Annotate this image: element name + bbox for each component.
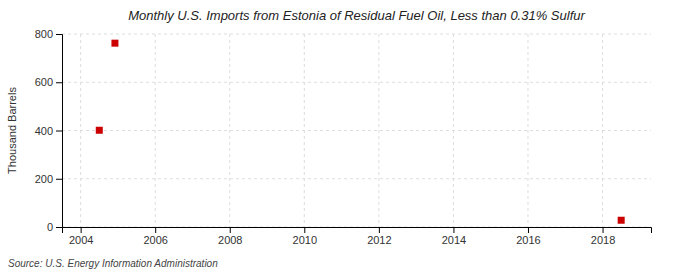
x-tick-mark (453, 227, 454, 233)
y-tick-label: 600 (35, 76, 53, 88)
x-tick: 2012 (367, 227, 391, 246)
x-tick: 2016 (516, 227, 540, 246)
x-tick-label: 2006 (143, 234, 167, 246)
x-tick-mark (528, 227, 529, 233)
x-tick: 2004 (69, 227, 93, 246)
grid-line (62, 130, 651, 131)
x-tick-label: 2014 (442, 234, 466, 246)
points (96, 40, 625, 224)
y-tick-mark (56, 179, 62, 180)
x-tick: 2008 (218, 227, 242, 246)
x-tick: 2006 (143, 227, 167, 246)
point (618, 217, 625, 224)
grid (62, 34, 651, 227)
grid-line (62, 34, 651, 35)
grid-line (62, 82, 651, 83)
x-tick-label: 2018 (591, 234, 615, 246)
title: Monthly U.S. Imports from Estonia of Res… (128, 8, 585, 23)
y-tick-mark (56, 34, 62, 35)
x-axis: 2004 2006 2008 2010 2012 2014 2016 2018 (63, 227, 652, 246)
x-tick-mark (603, 227, 604, 233)
y-tick-label: 800 (35, 28, 53, 40)
plot-area: 2004 2006 2008 2010 2012 2014 2016 2018 0 200 400 6… (35, 28, 652, 246)
x-tick: 2018 (591, 227, 615, 246)
x-tick-label: 2016 (516, 234, 540, 246)
x-tick-mark (81, 227, 82, 233)
x-tick-label: 2008 (218, 234, 242, 246)
x-tick-label: 2012 (367, 234, 391, 246)
x-tick-mark (379, 227, 380, 233)
x-tick: 2014 (442, 227, 466, 246)
y-tick-mark (56, 227, 62, 228)
y-tick-mark (56, 131, 62, 132)
point (111, 40, 118, 47)
y-tick-mark (56, 82, 62, 83)
x-axis-line (63, 228, 652, 234)
grid-line (378, 34, 379, 227)
grid-line (527, 34, 528, 227)
chart: 2004 2006 2008 2010 2012 2014 2016 2018 0 200 400 6… (0, 0, 675, 275)
x-tick-label: 2010 (293, 234, 317, 246)
y-tick: 200 (35, 173, 62, 185)
x-tick-mark (155, 227, 156, 233)
y-tick-label: 0 (47, 221, 53, 233)
y-tick: 0 (47, 221, 62, 233)
y-tick-label: 200 (35, 173, 53, 185)
y-tick: 800 (35, 28, 62, 40)
grid-line (62, 178, 651, 179)
x-tick-label: 2004 (69, 234, 93, 246)
x-tick: 2010 (293, 227, 317, 246)
y-axis-line (56, 35, 63, 228)
y-tick: 600 (35, 76, 62, 88)
x-tick-mark (304, 227, 305, 233)
y-tick: 400 (35, 125, 62, 137)
y-tick-label: 400 (35, 125, 53, 137)
point (96, 127, 103, 134)
y-axis: 0 200 400 600 800 (35, 28, 63, 233)
y-axis-title: Thousand Barrels (6, 87, 18, 174)
x-tick-mark (230, 227, 231, 233)
source: Source: U.S. Energy Information Administ… (8, 258, 218, 269)
